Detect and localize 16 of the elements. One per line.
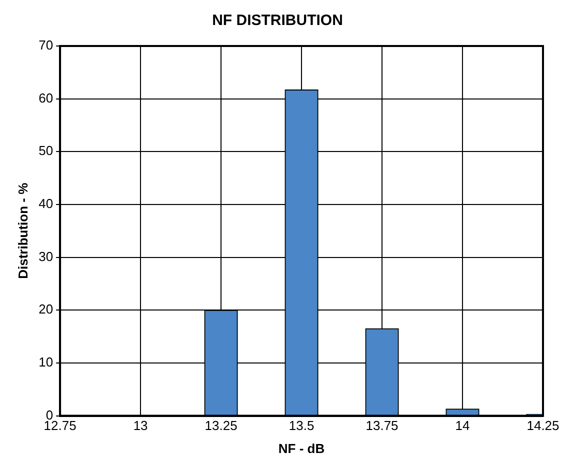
y-tick-label: 40 bbox=[38, 196, 54, 212]
chart-title: NF DISTRIBUTION bbox=[212, 12, 343, 30]
y-tick-label: 70 bbox=[38, 38, 54, 53]
y-tick-label: 60 bbox=[38, 90, 54, 106]
x-tick-label: 14 bbox=[455, 418, 470, 434]
y-axis-title: Distribution - % bbox=[15, 182, 30, 279]
x-tick-label: 13 bbox=[133, 418, 148, 434]
y-tick-label: 10 bbox=[38, 354, 54, 370]
x-tick-label: 13.5 bbox=[288, 418, 314, 434]
x-tick-label: 13.75 bbox=[366, 418, 398, 434]
x-tick-label: 13.25 bbox=[204, 418, 238, 434]
y-tick-label: 50 bbox=[38, 143, 54, 158]
y-tick-label: 20 bbox=[38, 302, 54, 317]
x-axis-title: NF - dB bbox=[278, 440, 325, 456]
x-tick-label: 14.25 bbox=[526, 418, 560, 434]
y-tick-label: 30 bbox=[38, 248, 54, 264]
